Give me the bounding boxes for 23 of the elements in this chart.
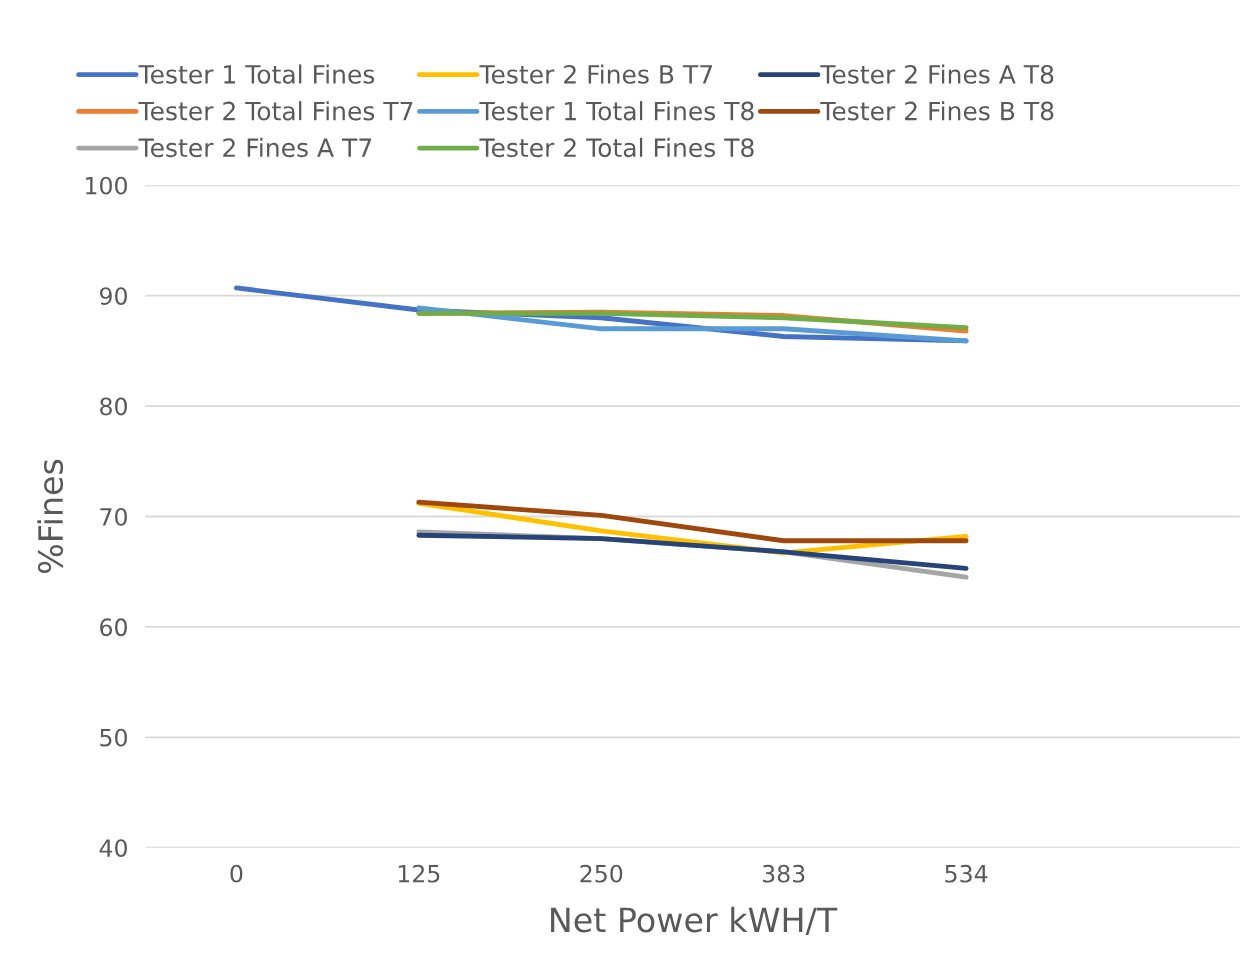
legend-label: Tester 1 Total Fines xyxy=(138,64,375,84)
y-tick-label: 100 xyxy=(86,176,127,195)
y-tick-label: 90 xyxy=(99,287,127,305)
y-tick-label: 80 xyxy=(100,397,127,416)
legend-label: Tester 2 Fines B T8 xyxy=(820,101,1054,121)
x-tick-label: 125 xyxy=(398,864,440,883)
y-tick-label: 60 xyxy=(100,618,127,637)
x-tick-label: 383 xyxy=(762,864,805,883)
line-series xyxy=(416,532,969,571)
legend-label: Tester 2 Total Fines T7 xyxy=(138,101,413,121)
legend-label: Tester 2 Fines A T7 xyxy=(138,137,372,158)
y-tick-label: 40 xyxy=(99,839,127,857)
x-axis-title: Net Power kWH/T xyxy=(551,906,838,936)
x-tick-label: 250 xyxy=(580,864,623,883)
y-tick-label: 50 xyxy=(100,728,127,747)
y-axis-title: %Fines xyxy=(37,459,64,573)
legend-label: Tester 2 Fines B T7 xyxy=(479,64,713,84)
legend-label: Tester 2 Total Fines T8 xyxy=(479,137,754,158)
x-tick-label: 534 xyxy=(945,864,988,883)
legend-label: Tester 1 Total Fines T8 xyxy=(479,101,754,121)
legend-label: Tester 2 Fines A T8 xyxy=(820,64,1054,84)
y-tick-label: 70 xyxy=(100,507,127,526)
x-tick-label: 0 xyxy=(230,864,243,883)
